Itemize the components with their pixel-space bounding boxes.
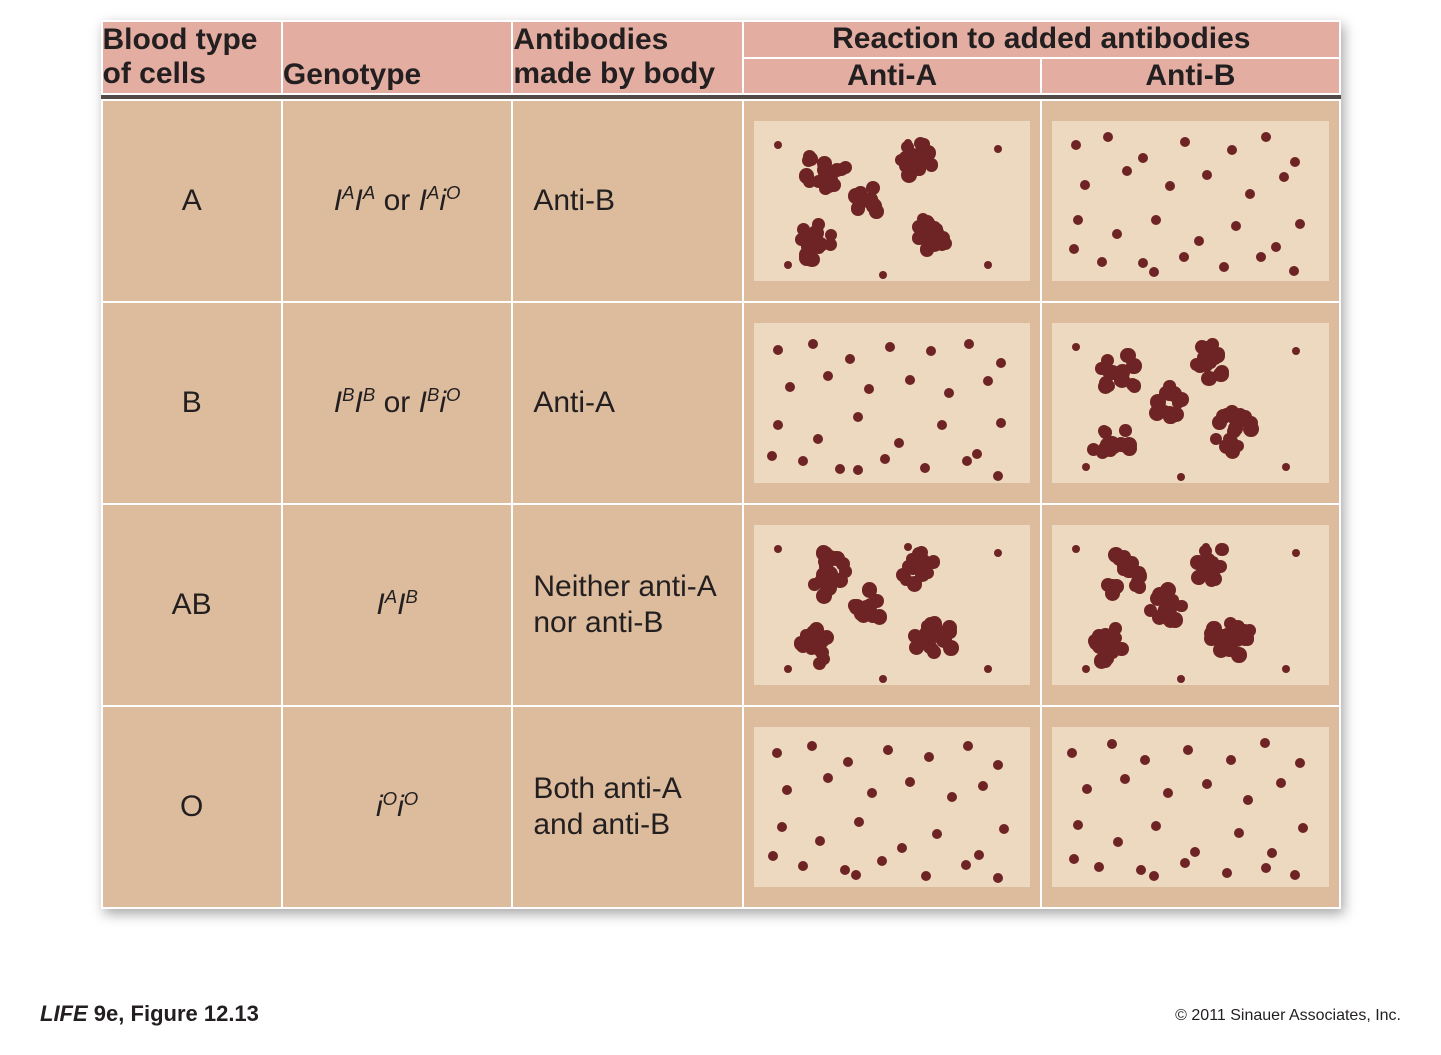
reaction-anti-b	[1041, 706, 1339, 908]
blood-type-label: AB	[103, 587, 281, 623]
genotype-label: IAIA or IAiO	[283, 182, 511, 219]
header-reaction: Reaction to added antibodies	[743, 21, 1339, 58]
antibodies-label: Anti-A	[513, 385, 742, 421]
blood-type-label: B	[103, 385, 281, 421]
copyright: © 2011 Sinauer Associates, Inc.	[1175, 1007, 1401, 1025]
antibodies-label: Both anti-A and anti-B	[513, 771, 742, 843]
header-anti-a: Anti-A	[743, 58, 1041, 94]
table-row: BIBIB or IBiOAnti-A	[102, 302, 1340, 504]
antibodies-label: Neither anti-A nor anti-B	[513, 569, 742, 641]
agglutination-icon	[1052, 525, 1328, 685]
figure-number: Figure 12.13	[131, 1001, 259, 1026]
blood-type-label: O	[103, 789, 281, 825]
book-edition: 9e,	[94, 1001, 125, 1026]
header-genotype: Genotype	[282, 21, 512, 94]
genotype-label: IAIB	[283, 586, 511, 623]
genotype-label: iOiO	[283, 788, 511, 825]
blood-type-table: Blood type of cells Genotype Antibodies …	[101, 20, 1341, 909]
blood-type-label: A	[103, 183, 281, 219]
table-row: AIAIA or IAiOAnti-B	[102, 100, 1340, 302]
table-body: AIAIA or IAiOAnti-BBIBIB or IBiOAnti-AAB…	[102, 100, 1340, 908]
table-header: Blood type of cells Genotype Antibodies …	[102, 21, 1340, 100]
no-agglutination-icon	[754, 323, 1030, 483]
header-anti-b: Anti-B	[1041, 58, 1339, 94]
agglutination-icon	[754, 121, 1030, 281]
reaction-anti-b	[1041, 100, 1339, 302]
no-agglutination-icon	[754, 727, 1030, 887]
antibodies-label: Anti-B	[513, 183, 742, 219]
table-row: ABIAIBNeither anti-A nor anti-B	[102, 504, 1340, 706]
reaction-anti-a	[743, 302, 1041, 504]
reaction-anti-a	[743, 504, 1041, 706]
agglutination-icon	[1052, 323, 1328, 483]
reaction-anti-b	[1041, 302, 1339, 504]
no-agglutination-icon	[1052, 121, 1328, 281]
header-antibodies: Antibodies made by body	[512, 21, 743, 94]
agglutination-icon	[754, 525, 1030, 685]
book-title: LIFE	[40, 1001, 88, 1026]
genotype-label: IBIB or IBiO	[283, 384, 511, 421]
reaction-anti-a	[743, 100, 1041, 302]
reaction-anti-b	[1041, 504, 1339, 706]
no-agglutination-icon	[1052, 727, 1328, 887]
figure-caption: LIFE 9e, Figure 12.13	[40, 1001, 259, 1027]
header-blood-type: Blood type of cells	[102, 21, 282, 94]
page: Blood type of cells Genotype Antibodies …	[0, 0, 1441, 1055]
table-row: OiOiOBoth anti-A and anti-B	[102, 706, 1340, 908]
reaction-anti-a	[743, 706, 1041, 908]
